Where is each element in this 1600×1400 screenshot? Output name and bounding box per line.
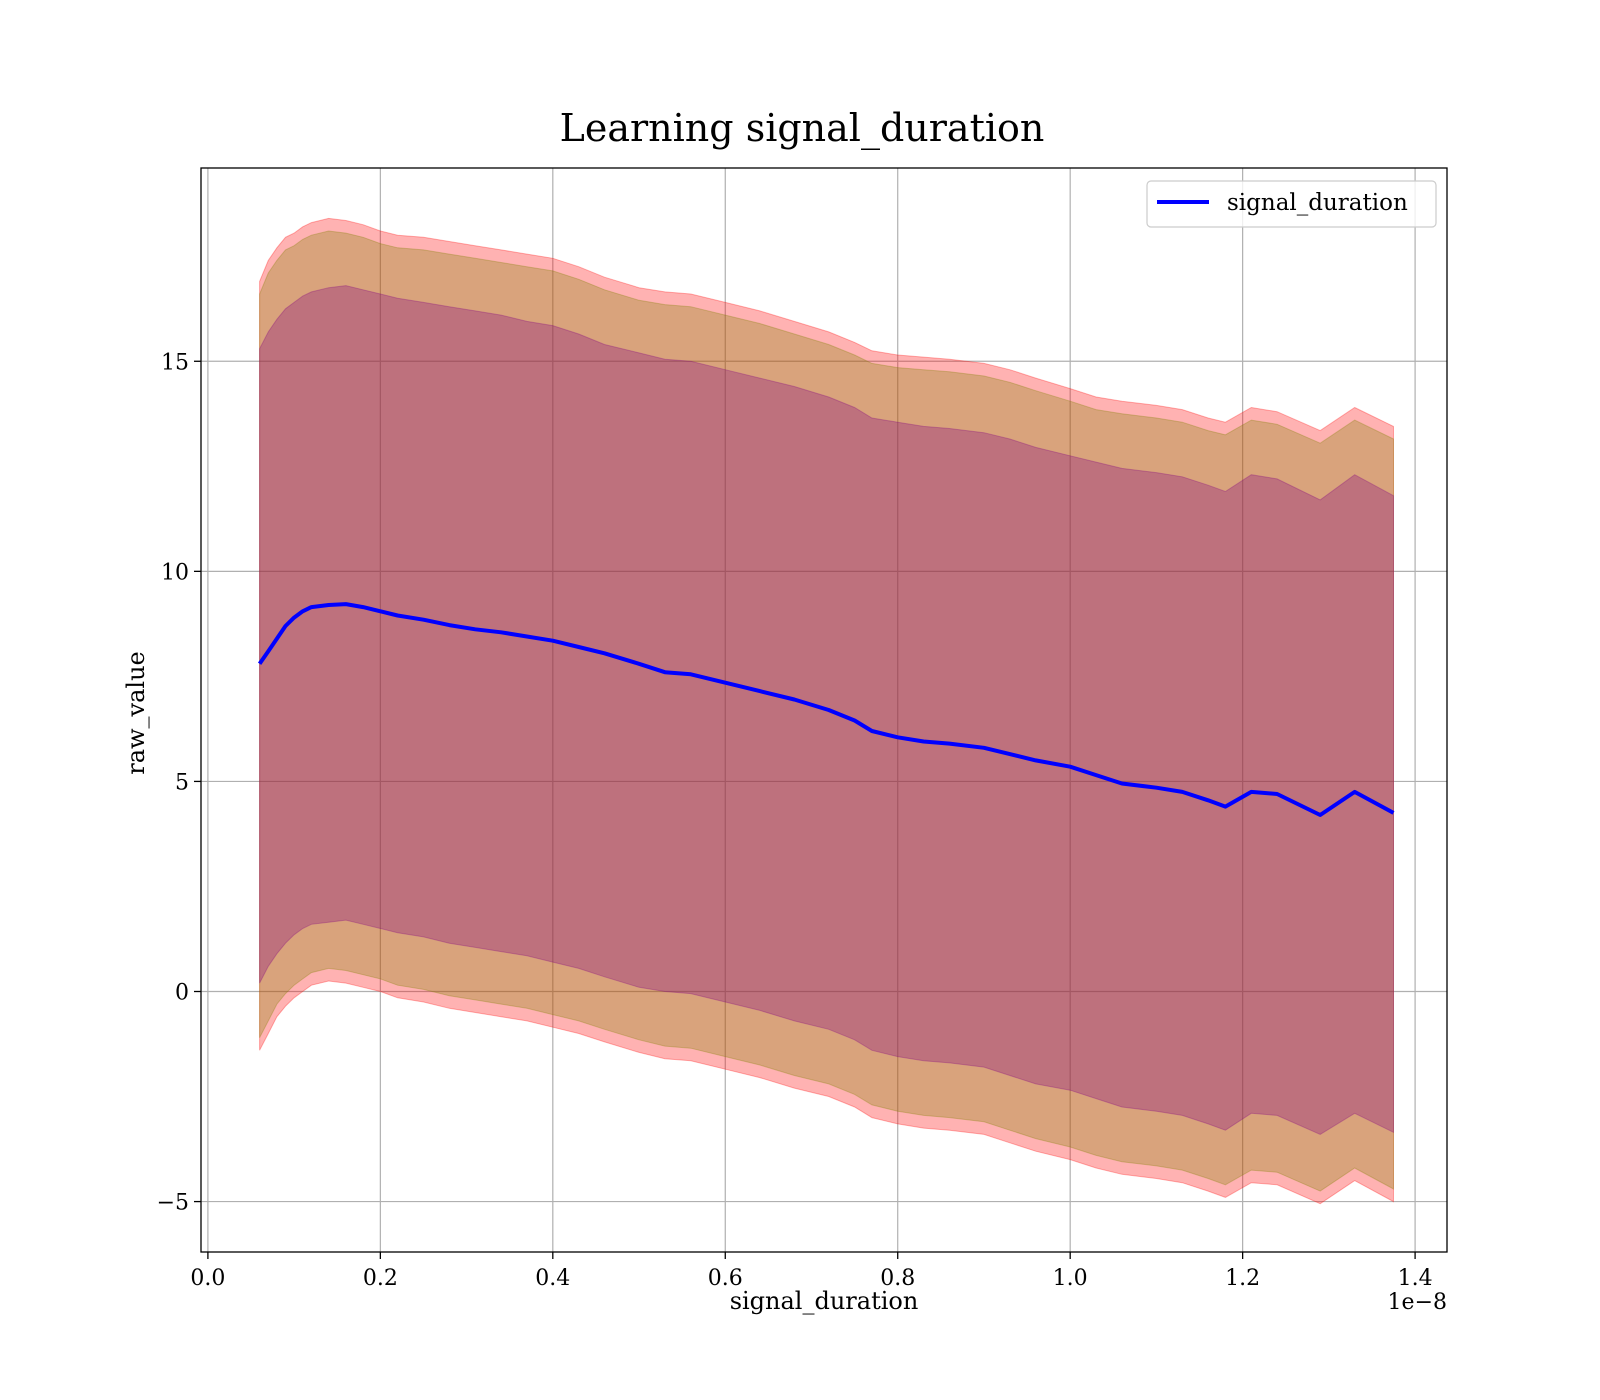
x-tick-label: 0.0 (190, 1266, 225, 1291)
series-layer (257, 602, 1395, 817)
x-tick-label: 1.0 (1053, 1266, 1088, 1291)
legend: signal_duration (1146, 180, 1437, 228)
y-axis-label: raw_value (122, 651, 150, 775)
y-tick-label: −5 (157, 1191, 189, 1216)
y-tick-label: 0 (175, 981, 189, 1006)
x-tick-label: 1.2 (1225, 1266, 1260, 1291)
x-tick-label: 0.4 (535, 1266, 570, 1291)
x-axis-ticks: 0.0 0.2 0.4 0.6 0.8 1.0 1.2 1.4 (190, 1252, 1433, 1291)
y-tick-label: 15 (161, 350, 189, 375)
series-line-1 (257, 602, 1395, 817)
legend-entry: signal_duration (1227, 190, 1408, 216)
y-axis-ticks: −5 0 5 10 15 (157, 350, 201, 1216)
x-tick-label: 1.4 (1398, 1266, 1433, 1291)
x-axis-offset-label: 1e−8 (1388, 1290, 1447, 1315)
legend-box (1146, 180, 1437, 228)
y-tick-label: 5 (175, 770, 189, 795)
y-tick-label: 10 (161, 560, 189, 585)
x-tick-label: 0.2 (363, 1266, 398, 1291)
chart-title: Learning signal_duration (560, 106, 1045, 151)
plot-frame (200, 167, 1448, 1253)
x-tick-label: 0.8 (880, 1266, 915, 1291)
grid (201, 168, 1447, 1252)
x-axis-label: signal_duration (730, 1287, 919, 1315)
x-tick-label: 0.6 (708, 1266, 743, 1291)
